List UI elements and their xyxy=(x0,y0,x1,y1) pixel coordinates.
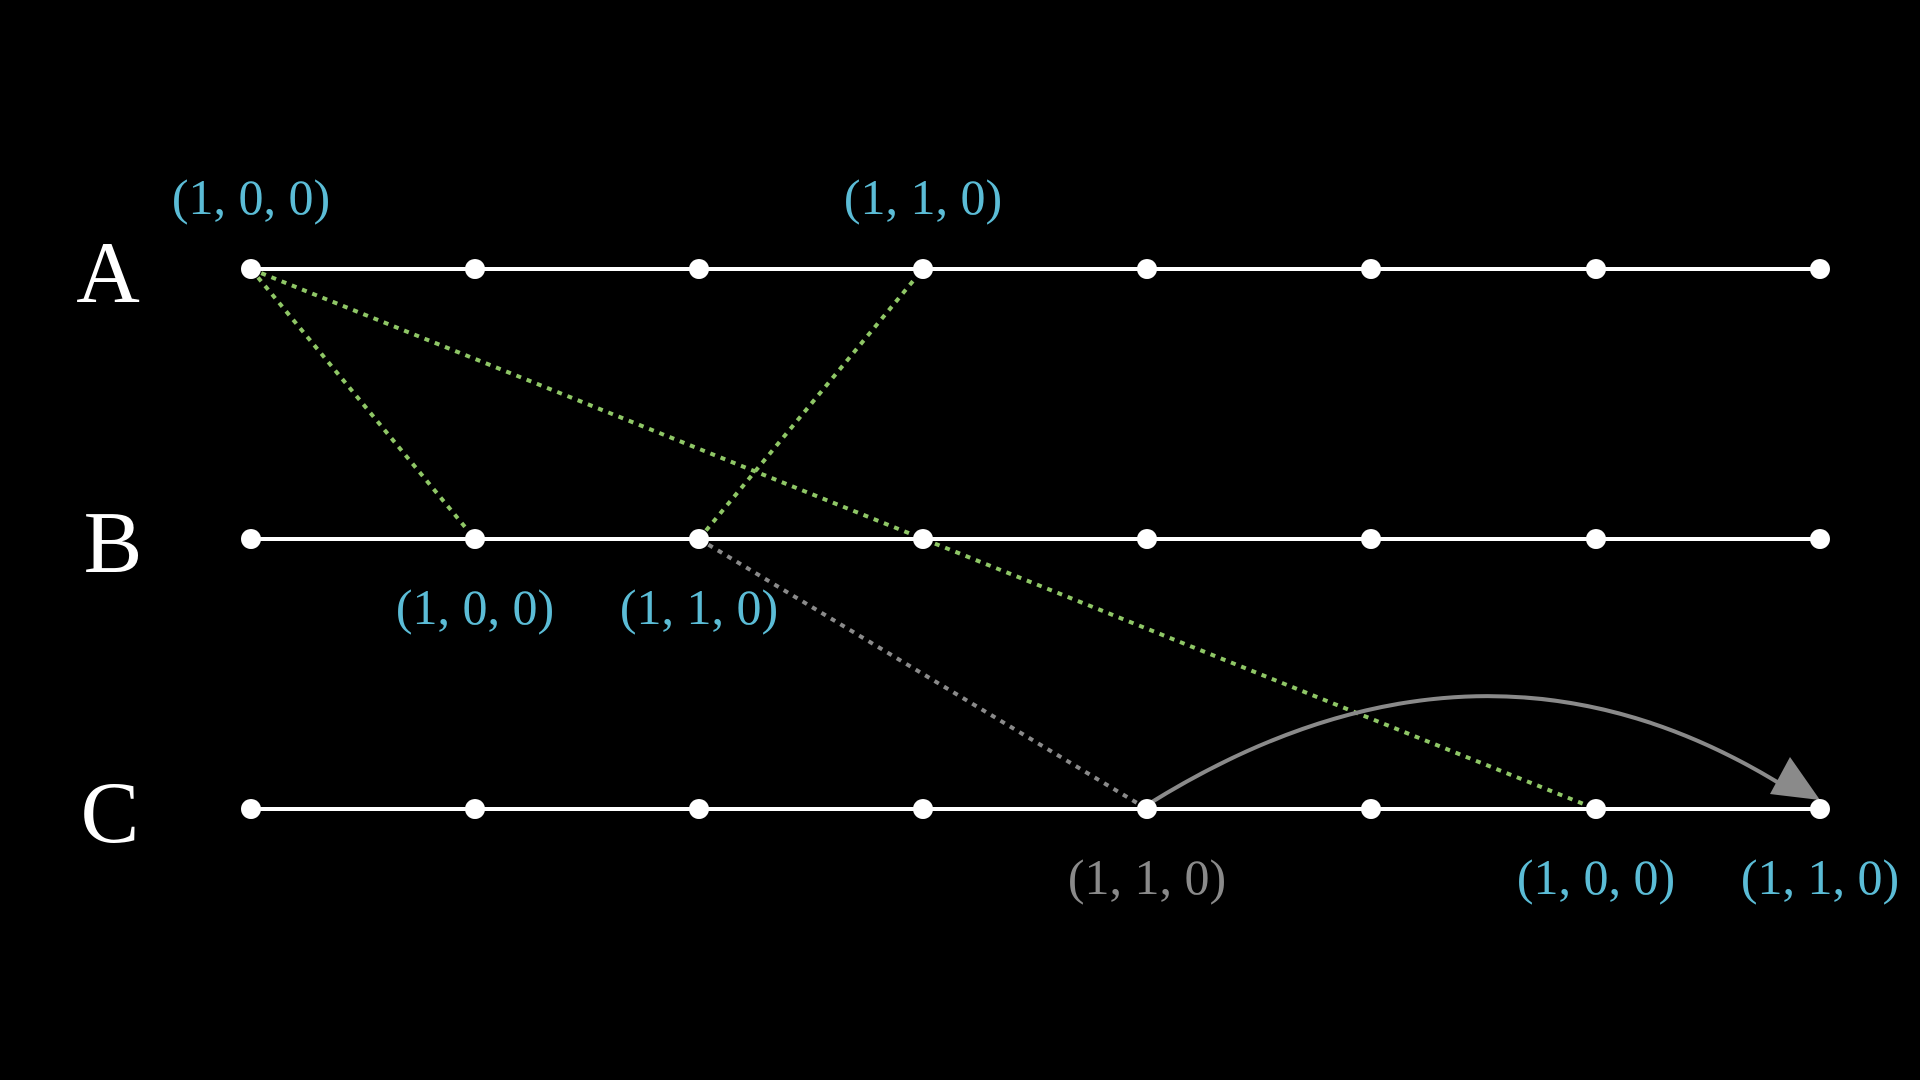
event-dot xyxy=(913,799,933,819)
event-dot xyxy=(1586,529,1606,549)
event-dot xyxy=(689,529,709,549)
event-dot xyxy=(465,259,485,279)
event-dot xyxy=(1810,529,1830,549)
events xyxy=(241,259,1830,819)
event-dot xyxy=(241,259,261,279)
clock-label: (1, 1, 0) xyxy=(844,169,1002,225)
event-dot xyxy=(241,529,261,549)
arrowhead xyxy=(1770,757,1820,800)
event-dot xyxy=(1137,799,1157,819)
process-label: A xyxy=(76,225,140,322)
message xyxy=(249,267,477,541)
event-dot xyxy=(1361,529,1381,549)
event-dot xyxy=(913,529,933,549)
event-dot xyxy=(913,259,933,279)
event-dot xyxy=(1586,799,1606,819)
event-dot xyxy=(1137,259,1157,279)
clock-label: (1, 0, 0) xyxy=(396,579,554,635)
clock-label: (1, 0, 0) xyxy=(1517,849,1675,905)
process-label: C xyxy=(81,765,140,862)
arc xyxy=(1145,694,1792,807)
event-dot xyxy=(689,259,709,279)
event-dot xyxy=(689,799,709,819)
event-dot xyxy=(1810,259,1830,279)
event-dot xyxy=(1361,799,1381,819)
event-dot xyxy=(1137,529,1157,549)
clock-label: (1, 1, 0) xyxy=(1068,849,1226,905)
clock-label: (1, 1, 0) xyxy=(1741,849,1899,905)
event-dot xyxy=(1586,259,1606,279)
clock-label: (1, 0, 0) xyxy=(172,169,330,225)
event-dot xyxy=(1810,799,1830,819)
message xyxy=(697,267,925,541)
event-dot xyxy=(241,799,261,819)
event-dot xyxy=(465,799,485,819)
event-dot xyxy=(465,529,485,549)
clock-label: (1, 1, 0) xyxy=(620,579,778,635)
event-dot xyxy=(1361,259,1381,279)
process-label: B xyxy=(84,495,143,592)
